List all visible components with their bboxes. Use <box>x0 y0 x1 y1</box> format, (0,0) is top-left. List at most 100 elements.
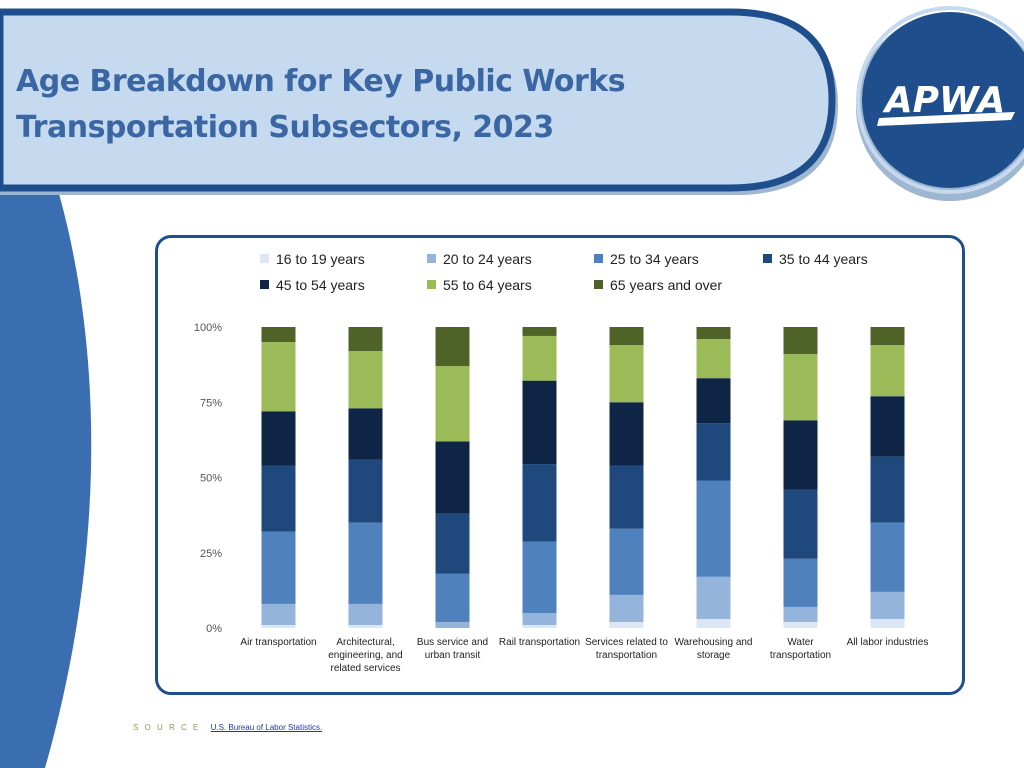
bar-segment-7-5 <box>783 420 818 490</box>
bar-segment-6-3 <box>696 480 731 577</box>
logo-swoosh <box>877 112 1015 126</box>
bar-segment-5-1 <box>609 621 644 628</box>
bar-segment-3-4 <box>435 513 470 574</box>
logo-circle <box>862 12 1024 188</box>
x-category-label-3: urban transit <box>425 650 481 661</box>
bar-segment-2-6 <box>348 351 383 409</box>
legend-label-7: 65 years and over <box>610 277 722 293</box>
bar-segment-4-7 <box>522 327 557 336</box>
bar-segment-8-4 <box>870 456 905 523</box>
bar-segment-8-1 <box>870 618 905 628</box>
page-title-line-1: Age Breakdown for Key Public Works <box>16 64 626 99</box>
bar-segment-2-1 <box>348 624 383 628</box>
x-category-label-3: Bus service and <box>417 637 488 648</box>
x-category-label-2: engineering, and <box>328 650 403 661</box>
bar-segment-7-7 <box>783 327 818 355</box>
legend-label-4: 35 to 44 years <box>779 251 868 267</box>
bar-segment-7-3 <box>783 558 818 607</box>
legend-label-6: 55 to 64 years <box>443 277 532 293</box>
y-tick-label: 25% <box>200 548 222 560</box>
bar-segment-6-7 <box>696 327 731 340</box>
x-category-label-4: Rail transportation <box>499 637 580 648</box>
bar-segment-4-3 <box>522 541 557 614</box>
bar-segment-8-7 <box>870 327 905 346</box>
legend-swatch-7 <box>594 280 603 289</box>
bar-segment-8-5 <box>870 396 905 457</box>
bar-segment-6-4 <box>696 423 731 481</box>
bar-segment-8-3 <box>870 522 905 592</box>
bar-segment-1-7 <box>261 327 296 343</box>
bar-segment-7-1 <box>783 621 818 628</box>
y-tick-label: 0% <box>206 623 222 635</box>
bar-segment-7-4 <box>783 489 818 559</box>
legend-label-2: 20 to 24 years <box>443 251 532 267</box>
legend-swatch-5 <box>260 280 269 289</box>
bar-segment-3-3 <box>435 573 470 622</box>
bar-segment-5-5 <box>609 402 644 466</box>
legend-swatch-1 <box>260 254 269 263</box>
x-category-label-2: related services <box>330 663 400 674</box>
x-category-label-7: transportation <box>770 650 831 661</box>
legend-swatch-2 <box>427 254 436 263</box>
source-note: S O U R C E U.S. Bureau of Labor Statist… <box>133 723 322 732</box>
x-category-label-8: All labor industries <box>847 637 929 648</box>
bar-segment-2-2 <box>348 603 383 625</box>
bar-segment-1-6 <box>261 342 296 412</box>
bar-segment-2-7 <box>348 327 383 352</box>
x-category-label-7: Water <box>787 637 814 648</box>
bar-segment-6-6 <box>696 339 731 379</box>
stacked-bar-chart: 16 to 19 years 20 to 24 years 25 to 34 yea… <box>194 251 929 674</box>
bar-segment-7-6 <box>783 354 818 421</box>
bar-segment-3-7 <box>435 327 470 367</box>
x-category-label-5: transportation <box>596 650 657 661</box>
bar-segment-5-2 <box>609 594 644 622</box>
header-band <box>0 8 836 192</box>
apwa-logo: APWA <box>877 80 1015 126</box>
side-arc-decoration <box>0 180 92 768</box>
bar-segment-6-5 <box>696 378 731 424</box>
bar-segment-4-5 <box>522 380 557 465</box>
bar-segment-2-5 <box>348 408 383 460</box>
logo-text: APWA <box>882 80 1006 121</box>
bar-segment-1-1 <box>261 624 296 628</box>
legend-swatch-6 <box>427 280 436 289</box>
bar-segment-1-4 <box>261 465 296 532</box>
bar-segment-5-6 <box>609 345 644 403</box>
bar-segment-4-6 <box>522 335 557 381</box>
legend-swatch-4 <box>763 254 772 263</box>
source-label: S O U R C E <box>133 723 201 732</box>
bar-segment-1-3 <box>261 531 296 604</box>
bar-segment-5-4 <box>609 465 644 529</box>
legend-label-5: 45 to 54 years <box>276 277 365 293</box>
bar-segment-5-7 <box>609 327 644 346</box>
legend-label-3: 25 to 34 years <box>610 251 699 267</box>
bar-segment-8-6 <box>870 345 905 397</box>
x-category-label-2: Architectural, <box>336 637 394 648</box>
bar-segment-6-2 <box>696 576 731 619</box>
bar-segment-1-5 <box>261 411 296 466</box>
bar-segment-8-2 <box>870 591 905 619</box>
y-tick-label: 50% <box>200 473 222 485</box>
bar-segment-3-5 <box>435 441 470 514</box>
page-title-line-2: Transportation Subsectors, 2023 <box>16 110 554 145</box>
x-category-label-6: Warehousing and <box>674 637 752 648</box>
bar-segment-4-4 <box>522 464 557 542</box>
y-tick-label: 75% <box>200 397 222 409</box>
bar-segment-3-6 <box>435 366 470 442</box>
x-category-label-1: Air transportation <box>240 637 316 648</box>
bar-segment-7-2 <box>783 606 818 622</box>
logo-circle-ring <box>856 6 1024 194</box>
source-link[interactable]: U.S. Bureau of Labor Statistics. <box>210 723 323 732</box>
y-tick-label: 100% <box>194 322 222 334</box>
bar-segment-6-1 <box>696 618 731 628</box>
bar-segment-4-1 <box>522 625 557 628</box>
bar-segment-5-3 <box>609 528 644 595</box>
legend-label-1: 16 to 19 years <box>276 251 365 267</box>
bar-segment-2-4 <box>348 459 383 523</box>
bar-segment-4-2 <box>522 613 557 626</box>
bar-segment-3-2 <box>435 621 470 628</box>
x-category-label-5: Services related to <box>585 637 668 648</box>
x-category-label-6: storage <box>697 650 731 661</box>
bar-segment-2-3 <box>348 522 383 604</box>
